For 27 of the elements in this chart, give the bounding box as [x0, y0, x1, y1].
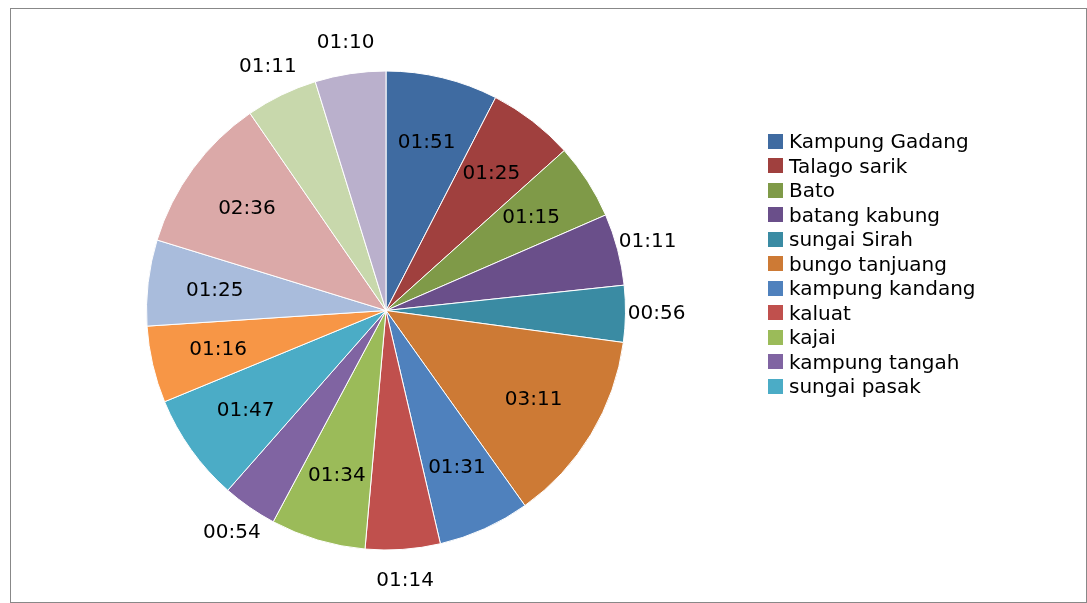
data-label: 01:15 — [502, 203, 560, 228]
data-label: 00:56 — [627, 300, 686, 325]
legend-label: Talago sarik — [789, 153, 908, 178]
legend-label: kajai — [789, 325, 836, 350]
legend-label: sungai pasak — [789, 374, 921, 399]
data-label: 01:31 — [428, 453, 486, 478]
data-label: 03:11 — [504, 385, 563, 410]
data-label: 01:14 — [376, 566, 434, 591]
legend-label: bungo tanjuang — [789, 251, 947, 276]
data-label: 01:51 — [397, 129, 456, 154]
legend-label: kaluat — [789, 300, 851, 325]
data-label: 01:16 — [189, 335, 247, 360]
data-label: 01:11 — [618, 227, 677, 252]
data-label: 01:25 — [462, 160, 521, 185]
data-label: 01:10 — [316, 29, 375, 54]
data-label: 01:11 — [239, 53, 297, 78]
legend-label: Kampung Gadang — [789, 129, 969, 154]
data-label: 02:36 — [218, 194, 276, 219]
legend-label: kampung kandang — [789, 276, 976, 301]
legend-label: sungai Sirah — [789, 227, 914, 252]
legend-label: Bato — [789, 178, 836, 203]
legend-label: kampung tangah — [789, 349, 960, 374]
data-label: 00:54 — [203, 519, 261, 544]
data-label: 01:34 — [308, 461, 366, 486]
legend-label: batang kabung — [789, 202, 941, 227]
data-label: 01:47 — [216, 396, 275, 421]
data-label: 01:25 — [185, 276, 244, 301]
